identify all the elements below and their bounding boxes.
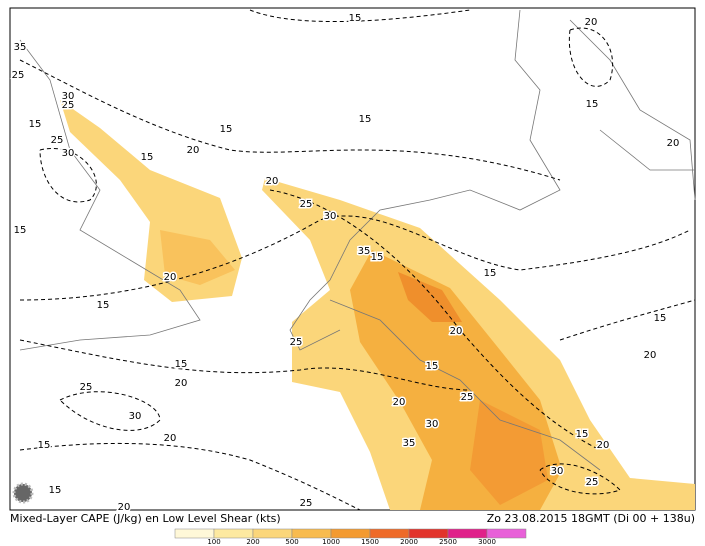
contour-label: 15: [14, 225, 27, 236]
cape-field: [60, 100, 695, 510]
contour-label: 30: [551, 466, 564, 477]
contour: [568, 27, 614, 87]
contour-label: 20: [118, 502, 131, 513]
contour: [59, 391, 161, 431]
colorbar-tick-label: 2000: [400, 538, 418, 546]
caption: Mixed-Layer CAPE (J/kg) en Low Level She…: [10, 512, 281, 525]
colorbar: 100 200 500 1000 1500 2000 2500 3000: [174, 528, 527, 546]
contour: [19, 215, 691, 301]
coastline: [569, 19, 696, 201]
contour-label: 35: [14, 42, 27, 53]
contour-label: 15: [654, 313, 667, 324]
colorbar-tick-label: 200: [246, 538, 259, 546]
colorbar-swatch: [369, 528, 410, 539]
contour: [19, 339, 471, 391]
cape-area: [470, 400, 548, 505]
contour-label: 25: [62, 100, 75, 111]
contour-label: 35: [358, 246, 371, 257]
contour: [249, 9, 471, 23]
shear-contours: [19, 9, 696, 511]
contour-label: 15: [97, 300, 110, 311]
contour-label: 20: [585, 17, 598, 28]
contour-label: 15: [38, 440, 51, 451]
contour-label: 30: [129, 411, 142, 422]
contour-label: 35: [403, 438, 416, 449]
contour-label: 15: [586, 99, 599, 110]
coastlines: [19, 9, 696, 471]
contour-label: 25: [300, 199, 313, 210]
contour-label: 15: [359, 114, 372, 125]
contour-label: 15: [349, 13, 362, 24]
contour-label: 20: [164, 433, 177, 444]
contour: [539, 463, 621, 495]
contour-label: 30: [62, 148, 75, 159]
contour-label: 20: [597, 440, 610, 451]
coastline: [289, 9, 561, 351]
colorbar-tick-label: 1500: [361, 538, 379, 546]
timestamp: Zo 23.08.2015 18GMT (Di 00 + 138u): [487, 512, 695, 525]
contour-label: 20: [450, 326, 463, 337]
contour-label: 25: [80, 382, 93, 393]
colorbar-swatch: [408, 528, 449, 539]
contour-label: 25: [461, 392, 474, 403]
colorbar-swatch: [486, 528, 527, 539]
contour-label: 20: [164, 272, 177, 283]
contour-label: 25: [290, 337, 303, 348]
contour-label: 20: [393, 397, 406, 408]
contour-label: 30: [426, 419, 439, 430]
coastline: [19, 39, 201, 351]
contour: [39, 147, 97, 203]
contour-label: 15: [576, 429, 589, 440]
colorbar-swatch: [213, 528, 254, 539]
colorbar-swatch: [174, 528, 215, 539]
colorbar-tick-label: 100: [207, 538, 220, 546]
contour-label: 15: [426, 361, 439, 372]
contour-label: 15: [141, 152, 154, 163]
cape-area: [398, 272, 462, 322]
colorbar-swatch: [291, 528, 332, 539]
contour: [19, 59, 561, 181]
contour-label: 25: [300, 498, 313, 509]
contour-label: 25: [51, 135, 64, 146]
contour-label: 20: [667, 138, 680, 149]
colorbar-tick-label: 1000: [322, 538, 340, 546]
contour-label: 15: [29, 119, 42, 130]
contour-label: 15: [175, 359, 188, 370]
contour-label: 25: [12, 70, 25, 81]
colorbar-tick-label: 2500: [439, 538, 457, 546]
contour-label: 30: [62, 91, 75, 102]
contour-label: 20: [644, 350, 657, 361]
cape-area: [160, 230, 235, 285]
contour-label: 20: [175, 378, 188, 389]
coastline: [329, 299, 601, 471]
contour-label: 15: [220, 124, 233, 135]
contour-label: 20: [187, 145, 200, 156]
colorbar-swatch: [447, 528, 488, 539]
colorbar-swatch: [330, 528, 371, 539]
contour-label: 25: [586, 477, 599, 488]
contour-label: 30: [324, 211, 337, 222]
contour-label: 15: [371, 252, 384, 263]
colorbar-tick-label: 500: [285, 538, 298, 546]
contour-label: 15: [49, 485, 62, 496]
colorbar-tick-label: 3000: [478, 538, 496, 546]
contour-label: 20: [266, 176, 279, 187]
logo-icon: [12, 482, 34, 504]
colorbar-swatch: [252, 528, 293, 539]
contour: [269, 189, 601, 451]
contour: [559, 299, 696, 341]
contour: [19, 442, 361, 511]
contour-label: 15: [484, 268, 497, 279]
